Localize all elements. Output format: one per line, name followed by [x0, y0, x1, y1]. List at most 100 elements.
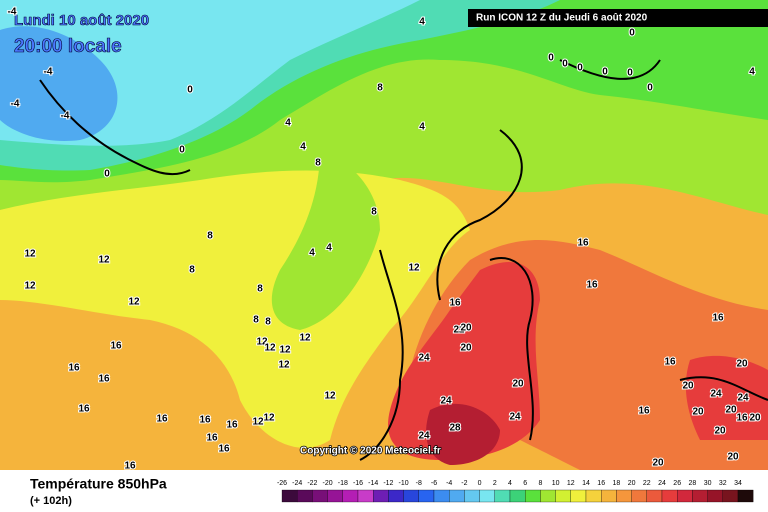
- isotherm-label: 0: [647, 83, 653, 94]
- isotherm-label: 0: [104, 169, 110, 180]
- isotherm-label: 16: [156, 414, 168, 425]
- isotherm-label: 12: [264, 343, 276, 354]
- footer-title: Température 850hPa: [30, 476, 167, 492]
- isotherm-label: 24: [440, 396, 452, 407]
- legend-swatch: [525, 489, 541, 503]
- legend-swatch: [722, 489, 739, 503]
- legend-tick-label: -10: [399, 480, 409, 487]
- isotherm-label: 12: [256, 337, 268, 348]
- legend-tick-label: 12: [567, 480, 575, 487]
- legend-tick-label: 8: [538, 480, 542, 487]
- isotherm-label: 16: [736, 413, 748, 424]
- isotherm-label: 8: [377, 83, 383, 94]
- legend-tick-label: 34: [734, 480, 742, 487]
- legend-tick-label: -20: [323, 480, 333, 487]
- legend-swatch: [449, 489, 465, 503]
- isotherm-label: 4: [285, 118, 291, 129]
- isotherm-label: 22: [453, 325, 465, 336]
- legend-tick-label: -4: [446, 480, 452, 487]
- isotherm-label: 20: [692, 407, 704, 418]
- legend-tick-label: 32: [719, 480, 727, 487]
- legend-swatch: [418, 489, 435, 503]
- isotherm-label: 12: [263, 413, 275, 424]
- legend-tick-label: -6: [431, 480, 437, 487]
- isotherm-label: 4: [300, 142, 306, 153]
- isotherm-label: 24: [710, 389, 722, 400]
- legend-swatch: [631, 489, 647, 503]
- isotherm-label: 16: [638, 406, 650, 417]
- legend-tick-label: 18: [613, 480, 621, 487]
- isotherm-label: 20: [736, 359, 748, 370]
- green-tongue: [271, 150, 380, 330]
- legend-swatch: [403, 489, 419, 503]
- legend-swatch: [570, 489, 587, 503]
- legend-swatch: [661, 489, 678, 503]
- isotherm-label: 12: [324, 391, 336, 402]
- isotherm-label: 20: [460, 343, 472, 354]
- legend-tick-label: -2: [461, 480, 467, 487]
- legend-swatch: [692, 489, 708, 503]
- legend-tick-label: -12: [383, 480, 393, 487]
- isotherm-label: 16: [449, 298, 461, 309]
- legend-tick-label: 30: [704, 480, 712, 487]
- isotherm-label: 20: [652, 458, 664, 469]
- isotherm-label: 8: [189, 265, 195, 276]
- isotherm-label: 28: [449, 423, 461, 434]
- legend-swatch: [494, 489, 511, 503]
- isotherm-label: 16: [206, 433, 218, 444]
- isotherm-label: 16: [78, 404, 90, 415]
- isotherm-label: 0: [629, 28, 635, 39]
- red-zone-east: [685, 355, 768, 440]
- legend-swatch: [342, 489, 359, 503]
- isotherm-label: 12: [98, 255, 110, 266]
- legend-swatch: [540, 489, 556, 503]
- isotherm-label: 4: [326, 243, 332, 254]
- isotherm-label: 8: [257, 284, 263, 295]
- isotherm-label: 20: [460, 323, 472, 334]
- isotherm-label: 16: [124, 461, 136, 472]
- isotherm-label: 0: [187, 85, 193, 96]
- hot-core: [426, 403, 500, 465]
- isotherm-label: 20: [682, 381, 694, 392]
- isotherm-label: -4: [61, 111, 70, 122]
- legend-swatch: [357, 489, 374, 503]
- isotherm-label: 16: [226, 420, 238, 431]
- legend-swatch: [646, 489, 663, 503]
- isotherm-label: -4: [44, 67, 53, 78]
- isotherm-label: 0: [562, 59, 568, 70]
- legend-swatch: [388, 489, 404, 503]
- isotherm-label: 16: [664, 357, 676, 368]
- legend-swatch: [555, 489, 571, 503]
- legend-tick-label: 14: [582, 480, 590, 487]
- isotherm-label: 12: [128, 297, 140, 308]
- date-label: Lundi 10 août 2020: [14, 12, 149, 29]
- isotherm-label: 16: [218, 444, 230, 455]
- legend-tick-label: -26: [277, 480, 287, 487]
- legend-tick-label: 20: [628, 480, 636, 487]
- isotherm-label: 20: [727, 452, 739, 463]
- isotherm-label: 16: [110, 341, 122, 352]
- isotherm-label: 4: [749, 67, 755, 78]
- isotherm-label: 12: [278, 360, 290, 371]
- copyright: Copyright © 2020 Meteociel.fr: [300, 446, 441, 457]
- legend-swatch: [312, 489, 328, 503]
- isotherm-label: 20: [714, 426, 726, 437]
- isotherm-label: -4: [11, 99, 20, 110]
- time-label: 20:00 locale: [14, 36, 122, 57]
- run-label: Run ICON 12 Z du Jeudi 6 août 2020: [476, 13, 648, 24]
- isotherm-label: 8: [265, 317, 271, 328]
- isotherm-label: 4: [419, 122, 425, 133]
- isotherm-label: 8: [315, 158, 321, 169]
- isotherm-label: 4: [309, 248, 315, 259]
- isotherm-label: 12: [279, 345, 291, 356]
- legend-tick-label: -14: [368, 480, 378, 487]
- isotherm-label: 12: [24, 281, 36, 292]
- isotherm-label: 0: [602, 67, 608, 78]
- legend-swatch: [433, 489, 450, 503]
- legend-swatch: [327, 489, 343, 503]
- isotherm-label: 0: [577, 63, 583, 74]
- isotherm-label: 12: [252, 417, 264, 428]
- isotherm-label: 20: [749, 413, 761, 424]
- run-banner: [468, 9, 768, 27]
- legend-tick-label: 16: [597, 480, 605, 487]
